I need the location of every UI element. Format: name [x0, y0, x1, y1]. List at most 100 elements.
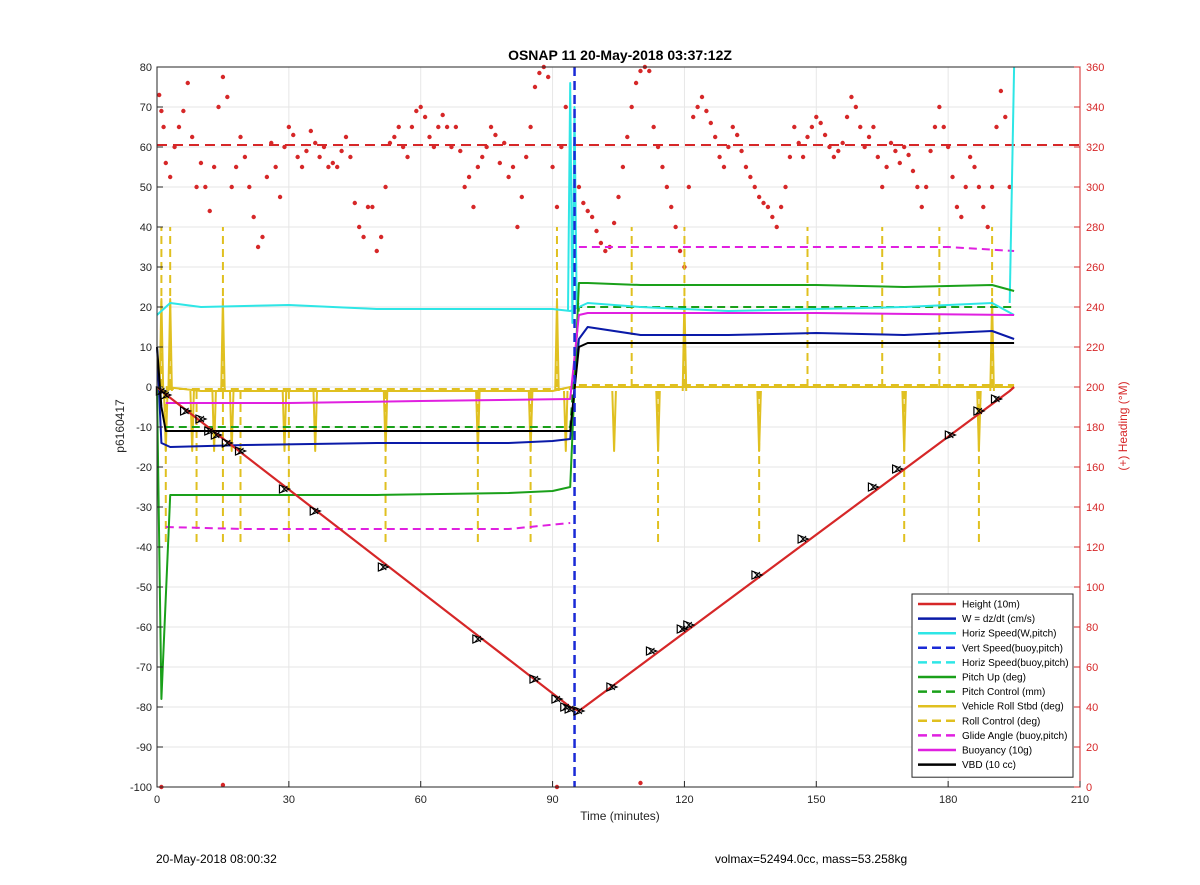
horiz-speed-end-spike [1008, 66, 1016, 304]
heading-point [422, 114, 428, 120]
heading-point [625, 134, 630, 140]
y2-tick-label: 240 [1086, 302, 1104, 314]
heading-point [264, 174, 270, 180]
heading-point [950, 174, 955, 180]
heading-point [893, 148, 898, 154]
heading-point [831, 154, 837, 160]
heading-point [976, 184, 982, 190]
heading-point [923, 184, 929, 190]
heading-point [370, 204, 375, 210]
height-marker [179, 406, 193, 416]
heading-point [651, 124, 656, 130]
vehicle-roll-spike [312, 390, 318, 452]
x-tick-label: 120 [675, 794, 693, 806]
heading-point [216, 104, 221, 110]
heading-point [932, 124, 938, 130]
heading-point [255, 244, 261, 250]
heading-point [699, 94, 705, 100]
height-marker-triangle [155, 386, 169, 396]
y2-tick-label: 100 [1086, 582, 1104, 594]
y2-tick-label: 200 [1086, 382, 1104, 394]
legend-label: Roll Control (deg) [962, 716, 1040, 727]
heading-point [673, 224, 678, 230]
heading-point [299, 164, 305, 170]
vehicle-roll-spike [655, 390, 661, 452]
glide-angle-line [578, 246, 1015, 252]
height-marker-triangle [797, 534, 810, 544]
heading-point [739, 148, 744, 154]
heading-point [1007, 184, 1012, 190]
heading-point [638, 780, 643, 786]
heading-point [880, 184, 885, 190]
height-marker-cross [894, 465, 901, 473]
glide-angle-line [165, 522, 571, 530]
legend-label: Glide Angle (buoy,pitch) [962, 731, 1067, 742]
vehicle-roll-spike [167, 298, 173, 392]
height-marker-cross [946, 431, 954, 439]
height-marker-cross [566, 705, 574, 713]
y-tick-label: -30 [136, 502, 152, 514]
y-tick-label: 10 [140, 342, 152, 354]
heading-point [875, 154, 881, 160]
y2-tick-label: 160 [1086, 462, 1104, 474]
vehicle-roll-spike [901, 390, 907, 452]
heading-point [480, 154, 485, 160]
heading-point [981, 204, 986, 210]
heading-point [677, 248, 683, 254]
x-tick-label: 150 [807, 794, 825, 806]
y2-tick-label: 60 [1086, 662, 1098, 674]
heading-point [440, 112, 445, 118]
heading-point [840, 140, 845, 146]
buoyancy-line [165, 312, 1015, 404]
height-marker [573, 706, 586, 716]
height-marker-triangle [564, 704, 577, 714]
heading-point [853, 104, 859, 110]
heading-point [273, 164, 278, 170]
height-marker-cross [182, 407, 189, 415]
vehicle-roll-spike [976, 390, 982, 452]
heading-point [378, 234, 384, 240]
heading-point [664, 184, 670, 190]
heading-point [291, 132, 296, 138]
heading-point [897, 160, 902, 166]
heading-point [444, 124, 450, 130]
height-marker-cross [553, 695, 561, 703]
heading-point [576, 184, 582, 190]
y2-tick-label: 40 [1086, 702, 1098, 714]
heading-point [519, 194, 525, 200]
height-marker-cross [562, 703, 570, 711]
heading-point [805, 134, 810, 140]
heading-point [554, 204, 560, 210]
height-marker-triangle [867, 482, 881, 492]
heading-point [774, 224, 779, 230]
heading-point [550, 164, 555, 170]
heading-point [814, 114, 819, 120]
height-marker-cross [799, 535, 807, 543]
heading-point [436, 124, 441, 130]
height-marker-triangle [179, 406, 193, 416]
heading-point [427, 134, 432, 140]
y-tick-label: -10 [136, 422, 152, 434]
height-marker [683, 620, 696, 630]
height-marker-cross [281, 485, 288, 493]
heading-point [308, 128, 314, 134]
heading-point [818, 120, 823, 126]
height-marker-triangle [377, 562, 390, 572]
y2-tick-label: 260 [1086, 262, 1104, 274]
heading-point [233, 164, 239, 170]
height-marker-triangle [160, 390, 173, 400]
heading-point [704, 108, 709, 114]
heading-point [488, 124, 494, 130]
heading-point [211, 164, 217, 170]
heading-point [919, 204, 924, 210]
vehicle-roll-spike [563, 390, 569, 452]
heading-point [1003, 114, 1008, 120]
height-marker-triangle [944, 430, 957, 440]
heading-point [475, 164, 481, 170]
heading-point [616, 194, 621, 200]
heading-point [242, 154, 248, 160]
heading-point [207, 208, 212, 214]
vehicle-roll-spike [163, 390, 169, 452]
heading-point [392, 134, 397, 140]
heading-point [343, 134, 349, 140]
